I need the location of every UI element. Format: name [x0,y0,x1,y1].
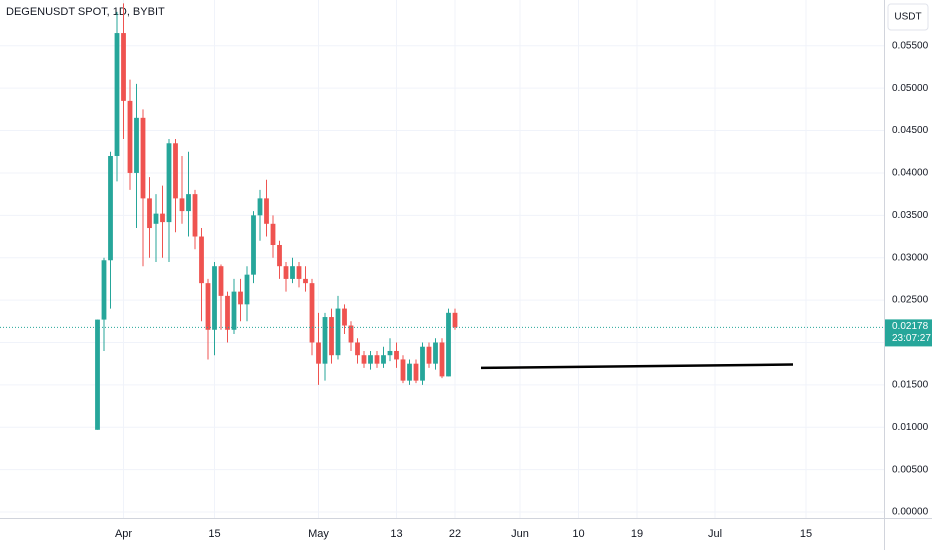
candle-body [186,194,191,212]
candle-body [199,236,204,284]
candle-body [173,143,178,199]
candle-body [108,155,113,261]
candle-body [322,317,328,364]
currency[interactable]: USDT [894,12,921,23]
candle-body [342,308,347,326]
candle-body [277,244,282,267]
candle-body [192,194,198,237]
candle-body [413,363,419,381]
candle-body [166,143,172,223]
y-tick-label: 0.04500 [892,125,929,136]
candle-body [374,355,380,364]
candle-body [147,198,152,229]
candle-body [238,291,243,305]
last-price-label: 0.02178 [892,321,929,332]
candle-body [296,266,302,279]
candle-body [153,213,159,224]
candle-body [420,346,425,381]
candle-body [127,100,133,173]
candle-body [283,266,289,279]
candle-body [205,283,211,330]
candle-body [426,346,432,364]
x-tick-label: 13 [390,528,402,540]
candle-body [212,266,217,330]
candle-body [439,342,445,377]
y-tick-label: 0.03500 [892,210,929,221]
trend-line [480,363,794,370]
candle-body [160,213,165,223]
candle-body [225,295,230,330]
candle-body [218,266,224,296]
candle-body [355,342,360,356]
x-tick-label: 10 [572,528,584,540]
candle-body [114,33,120,156]
x-tick-label: May [308,528,329,540]
candle-body [95,319,100,430]
candle-body [394,350,399,360]
candle-body [348,325,354,343]
y-tick-label: 0.01500 [892,380,929,391]
candle-body [290,266,295,279]
candle-body [264,198,269,224]
candle-body [244,274,250,305]
candle-body [452,312,458,328]
x-tick-label: 15 [208,528,220,540]
x-tick-label: Jun [511,528,529,540]
candle-body [329,317,334,356]
candle-body [101,260,107,320]
candle-body [381,355,386,364]
candle-body [407,363,412,381]
candle-body [446,312,451,377]
y-tick-label: 0.02500 [892,295,929,306]
candle-body [433,342,438,364]
candle-body [121,33,126,101]
x-tick-label: 19 [631,528,643,540]
candle-body [309,283,315,343]
candle-body [231,291,237,330]
y-tick-label: 0.01000 [892,422,929,433]
x-tick-label: 22 [449,528,461,540]
candle-body [316,342,321,364]
candle-body [361,355,367,364]
x-tick-label: 15 [800,528,812,540]
candle-body [303,278,308,284]
y-tick-label: 0.00500 [892,464,929,475]
countdown: 23:07:27 [892,333,931,344]
candle-body [387,350,393,356]
candle-body [251,215,256,275]
candle-body [257,198,263,216]
candle-body [270,223,276,245]
candle-body [400,359,406,381]
y-tick-label: 0.05500 [892,40,929,51]
candle-body [335,308,341,356]
y-tick-label: 0.00000 [892,507,929,518]
candle-body [368,355,373,364]
last-price-box [885,319,932,347]
x-tick-label: Jul [708,528,722,540]
y-tick-label: 0.05000 [892,83,929,94]
y-tick-label: 0.03000 [892,252,929,263]
y-tick-label: 0.04000 [892,168,929,179]
candle-body [140,117,146,199]
candle-body [134,117,139,173]
currency-button[interactable] [887,3,929,31]
x-tick-label: Apr [115,528,132,540]
chart-title: DEGENUSDT SPOT, 1D, BYBIT [6,6,165,18]
candle-body [179,198,185,212]
